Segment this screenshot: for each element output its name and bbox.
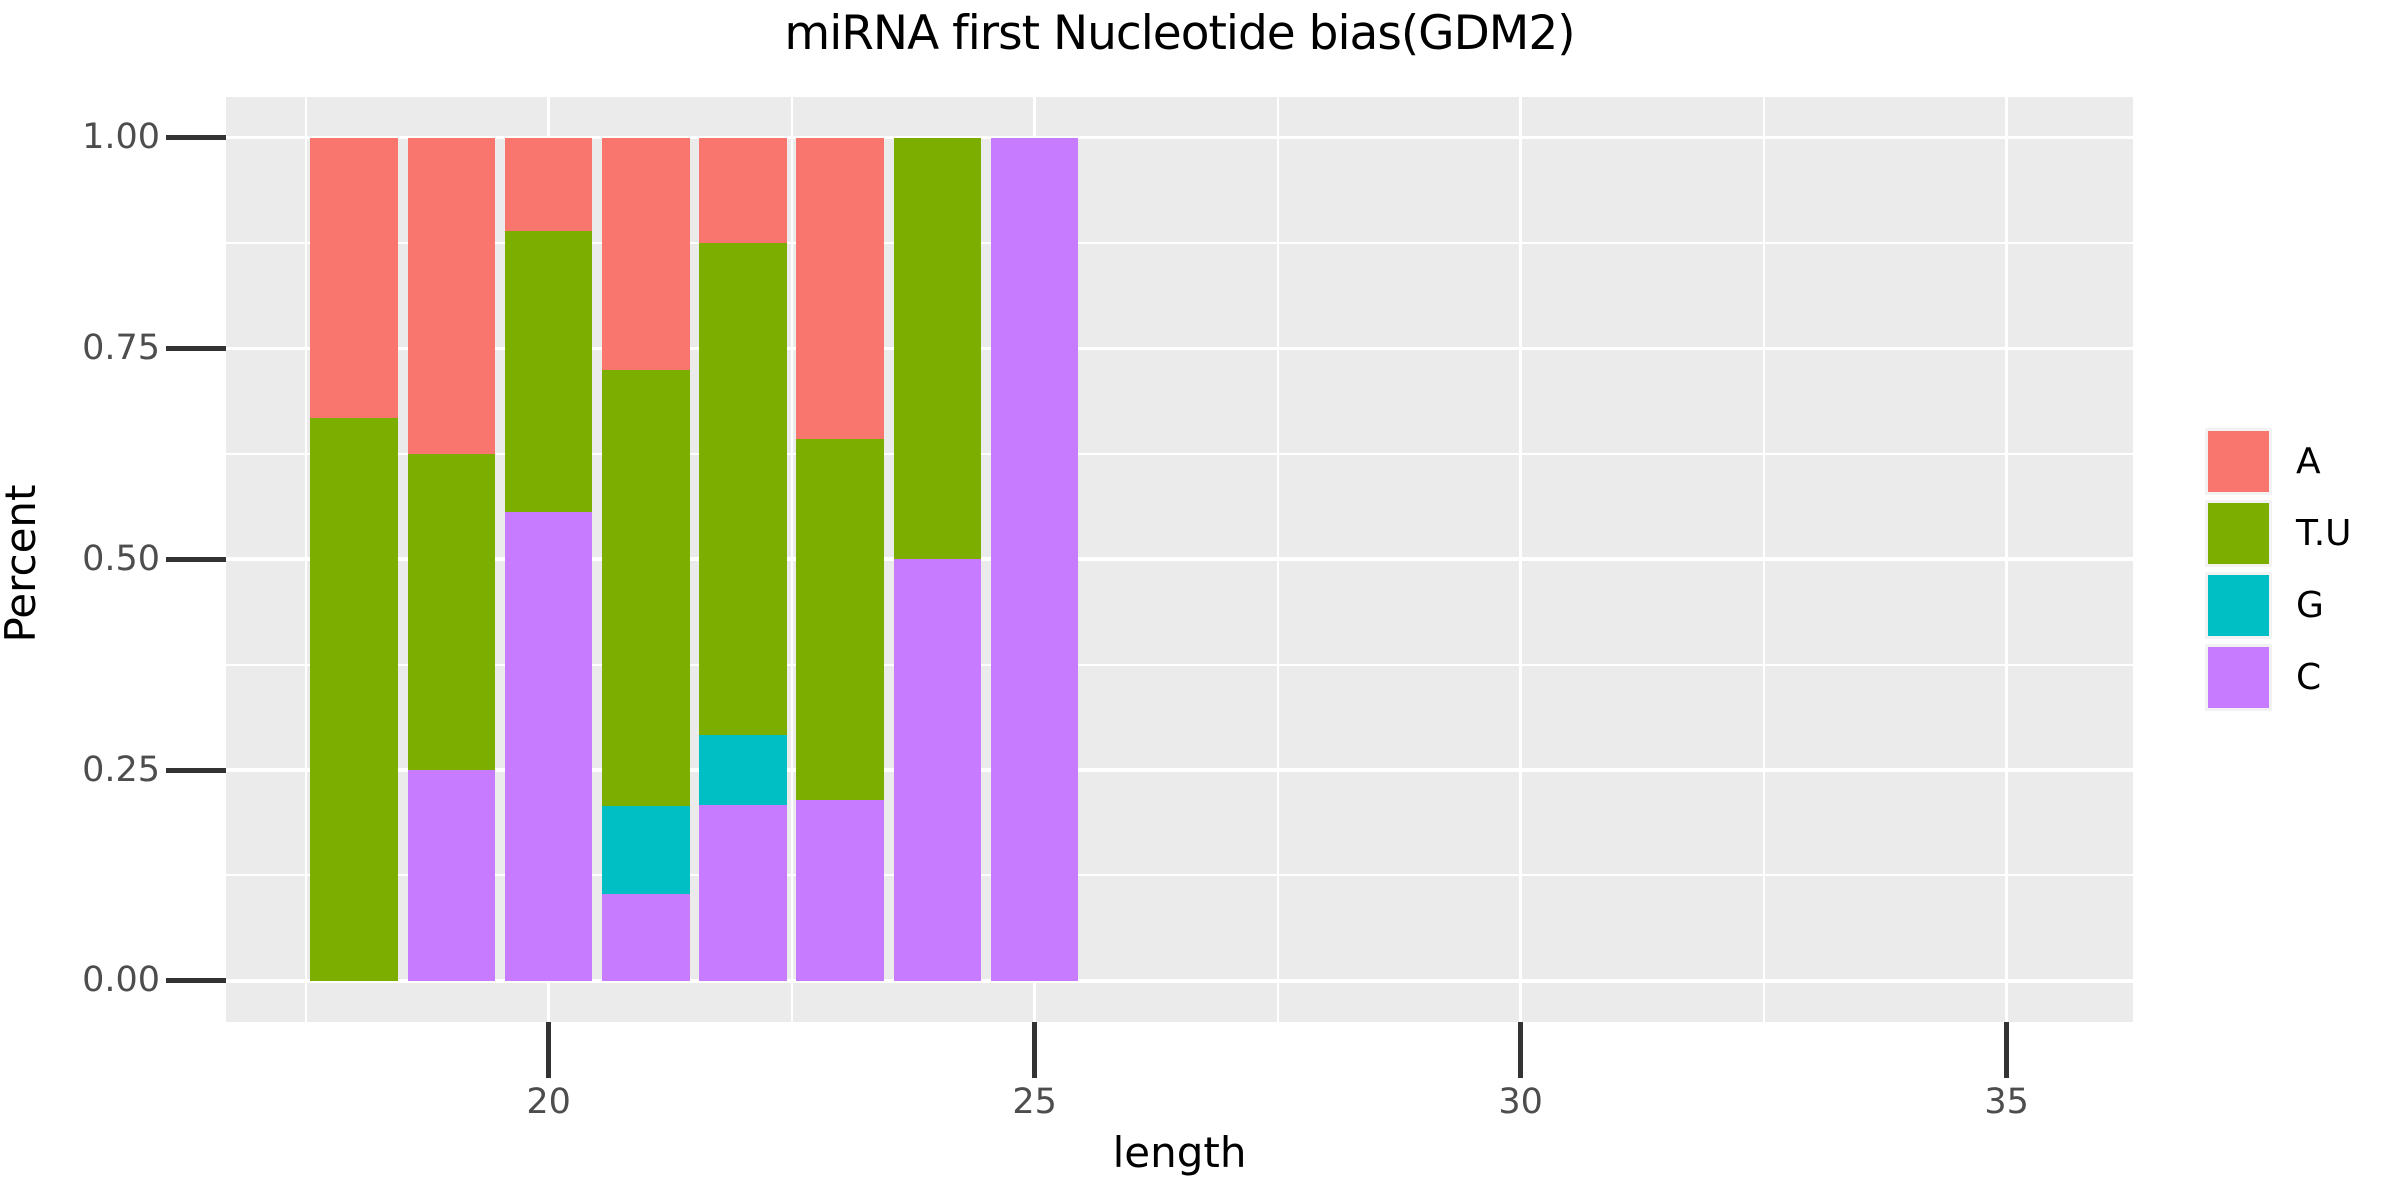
x-tick-mark bbox=[2004, 1022, 2010, 1078]
y-tick-mark bbox=[166, 978, 226, 984]
bar-segment-24-T.U bbox=[893, 137, 982, 560]
legend-key bbox=[2205, 644, 2272, 711]
bar-segment-21-C bbox=[602, 893, 690, 981]
bar-segment-21-G bbox=[602, 806, 690, 894]
x-tick-label: 25 bbox=[1012, 1082, 1057, 1122]
x-tick-mark bbox=[1518, 1022, 1524, 1078]
legend-label: C bbox=[2296, 657, 2322, 698]
x-axis-title: length bbox=[1112, 1128, 1247, 1177]
y-minor-gridline bbox=[226, 663, 2133, 666]
bar-segment-22-A bbox=[699, 137, 787, 243]
bar-segment-22-C bbox=[699, 805, 787, 981]
y-tick-label: 1.00 bbox=[82, 117, 160, 158]
bar-segment-18-T.U bbox=[310, 418, 398, 981]
bar-segment-19-A bbox=[407, 137, 496, 454]
y-major-gridline bbox=[226, 557, 2133, 561]
bar-segment-25-C bbox=[990, 137, 1079, 981]
legend-key bbox=[2205, 428, 2272, 495]
legend-key bbox=[2205, 572, 2272, 639]
bar-segment-23-C bbox=[796, 800, 884, 981]
bar-segment-20-T.U bbox=[504, 231, 593, 512]
x-major-gridline bbox=[2004, 97, 2009, 1022]
y-tick-mark bbox=[166, 767, 226, 773]
legend-label: A bbox=[2296, 441, 2321, 482]
bar-segment-21-T.U bbox=[602, 370, 690, 807]
y-major-gridline bbox=[226, 135, 2133, 140]
bar-segment-23-A bbox=[796, 137, 884, 439]
y-major-gridline bbox=[226, 768, 2133, 772]
y-tick-label: 0.00 bbox=[82, 960, 160, 1001]
bar-segment-22-G bbox=[699, 734, 787, 806]
y-axis-title: Percent bbox=[0, 484, 45, 643]
legend-item-A: A bbox=[2205, 428, 2352, 495]
bar-segment-23-T.U bbox=[796, 438, 884, 801]
legend-swatch-T.U bbox=[2208, 503, 2269, 564]
x-tick-mark bbox=[1032, 1022, 1038, 1078]
y-tick-label: 0.75 bbox=[82, 327, 160, 368]
bar-segment-19-C bbox=[407, 770, 496, 981]
bar-segment-18-A bbox=[310, 137, 398, 419]
x-tick-mark bbox=[546, 1022, 552, 1078]
y-tick-mark bbox=[166, 345, 226, 351]
y-major-gridline bbox=[226, 346, 2133, 351]
bar-segment-20-C bbox=[504, 511, 593, 981]
x-tick-label: 35 bbox=[1984, 1082, 2029, 1122]
legend-swatch-A bbox=[2208, 431, 2269, 492]
bar-segment-22-T.U bbox=[699, 243, 787, 735]
y-minor-gridline bbox=[226, 242, 2133, 244]
bar-segment-20-A bbox=[504, 137, 593, 232]
y-major-gridline bbox=[226, 979, 2133, 983]
legend-swatch-C bbox=[2208, 647, 2269, 708]
bar-segment-24-C bbox=[893, 559, 982, 981]
chart-title: miRNA first Nucleotide bias(GDM2) bbox=[784, 6, 1575, 61]
y-tick-mark bbox=[166, 556, 226, 562]
y-tick-label: 0.50 bbox=[82, 538, 160, 579]
bar-segment-19-T.U bbox=[407, 453, 496, 770]
legend: A T.U G C bbox=[2205, 428, 2352, 716]
x-major-gridline bbox=[1518, 97, 1523, 1022]
legend-label: T.U bbox=[2296, 513, 2352, 554]
plot-panel bbox=[226, 97, 2133, 1022]
x-tick-label: 20 bbox=[526, 1082, 571, 1122]
x-tick-label: 30 bbox=[1498, 1082, 1543, 1122]
bar-segment-21-A bbox=[602, 137, 690, 371]
legend-item-C: C bbox=[2205, 644, 2352, 711]
y-minor-gridline bbox=[226, 452, 2133, 455]
y-minor-gridline bbox=[226, 874, 2133, 877]
y-tick-mark bbox=[166, 135, 226, 141]
legend-key bbox=[2205, 500, 2272, 567]
legend-item-T.U: T.U bbox=[2205, 500, 2352, 567]
legend-item-G: G bbox=[2205, 572, 2352, 639]
legend-swatch-G bbox=[2208, 575, 2269, 636]
legend-label: G bbox=[2296, 585, 2324, 626]
y-tick-label: 0.25 bbox=[82, 749, 160, 790]
